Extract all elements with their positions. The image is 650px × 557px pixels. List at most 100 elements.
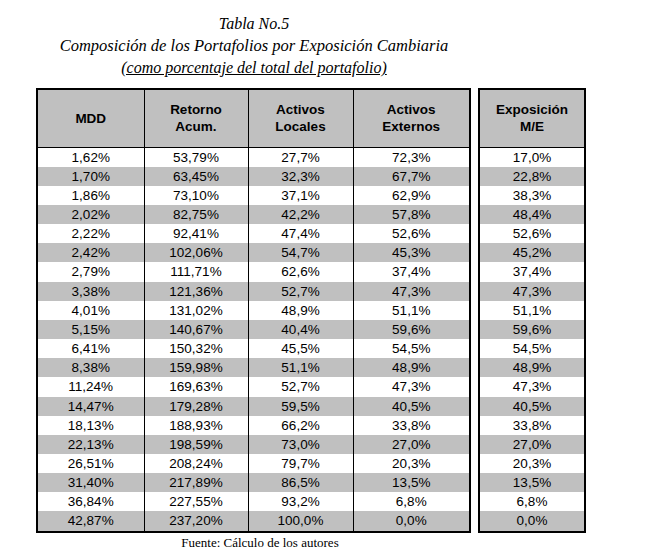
table-cell: 3,38% (37, 282, 144, 301)
table-cell: 111,71% (144, 262, 248, 281)
table-cell: 62,6% (248, 262, 353, 281)
table-cell: 53,79% (144, 147, 248, 167)
table-cell: 13,5% (353, 473, 470, 492)
column-header: Retorno Acum. (144, 89, 248, 147)
table-row: 37,4% (479, 262, 585, 281)
table-cell: 102,06% (144, 243, 248, 262)
table-cell: 6,8% (479, 492, 585, 511)
table-cell: 52,7% (248, 282, 353, 301)
table-cell: 92,41% (144, 224, 248, 243)
table-cell: 40,5% (353, 397, 470, 416)
table-row: 59,6% (479, 320, 585, 339)
table-cell: 45,2% (479, 243, 585, 262)
table-cell: 188,93% (144, 416, 248, 435)
table-cell: 11,24% (37, 377, 144, 396)
table-cell: 37,4% (353, 262, 470, 281)
table-cell: 82,75% (144, 205, 248, 224)
table-body: 1,62%53,79%27,7%72,3%1,70%63,45%32,3%67,… (37, 147, 470, 532)
table-cell: 79,7% (248, 454, 353, 473)
table-cell: 73,0% (248, 435, 353, 454)
table-cell: 48,9% (353, 358, 470, 377)
table-cell: 48,9% (248, 301, 353, 320)
table-row: 4,01%131,02%48,9%51,1% (37, 301, 470, 320)
table-cell: 2,02% (37, 205, 144, 224)
table-row: 1,62%53,79%27,7%72,3% (37, 147, 470, 167)
table-subtitle: (como porcentaje del total del portafoli… (0, 57, 508, 79)
table-cell: 100,0% (248, 511, 353, 531)
header-row: MDDRetorno Acum.Activos LocalesActivos E… (37, 89, 470, 147)
table-row: 2,22%92,41%47,4%52,6% (37, 224, 470, 243)
table-cell: 47,4% (248, 224, 353, 243)
table-cell: 59,6% (479, 320, 585, 339)
table-cell: 22,8% (479, 167, 585, 186)
table-row: 33,8% (479, 416, 585, 435)
table-cell: 59,6% (353, 320, 470, 339)
table-cell: 51,1% (353, 301, 470, 320)
table-cell: 17,0% (479, 147, 585, 167)
table-row: 38,3% (479, 186, 585, 205)
currency-exposure-table: Exposición M/E 17,0%22,8%38,3%48,4%52,6%… (478, 88, 586, 533)
table-cell: 208,24% (144, 454, 248, 473)
paper-page: Tabla No.5 Composición de los Portafolio… (0, 0, 650, 557)
table-cell: 52,6% (353, 224, 470, 243)
table-cell: 63,45% (144, 167, 248, 186)
table-cell: 33,8% (353, 416, 470, 435)
table-cell: 6,41% (37, 339, 144, 358)
table-cell: 36,84% (37, 492, 144, 511)
table-row: 26,51%208,24%79,7%20,3% (37, 454, 470, 473)
table-cell: 20,3% (479, 454, 585, 473)
table-cell: 6,8% (353, 492, 470, 511)
table-row: 22,8% (479, 167, 585, 186)
table-cell: 86,5% (248, 473, 353, 492)
table-row: 1,70%63,45%32,3%67,7% (37, 167, 470, 186)
portfolio-composition-table: MDDRetorno Acum.Activos LocalesActivos E… (36, 88, 471, 533)
table-cell: 2,79% (37, 262, 144, 281)
table-cell: 18,13% (37, 416, 144, 435)
table-cell: 59,5% (248, 397, 353, 416)
column-header-exposicion-me: Exposición M/E (479, 89, 585, 147)
table-row: 47,3% (479, 282, 585, 301)
source-note: Fuente: Cálculo de los autores (36, 535, 484, 551)
table-cell: 2,22% (37, 224, 144, 243)
table-cell: 27,0% (479, 435, 585, 454)
table-row: 11,24%169,63%52,7%47,3% (37, 377, 470, 396)
table-cell: 31,40% (37, 473, 144, 492)
table-cell: 0,0% (479, 511, 585, 531)
table-cell: 14,47% (37, 397, 144, 416)
table-row: 17,0% (479, 147, 585, 167)
table-cell: 48,4% (479, 205, 585, 224)
column-header: Activos Locales (248, 89, 353, 147)
table-cell: 0,0% (353, 511, 470, 531)
table-row: 6,41%150,32%45,5%54,5% (37, 339, 470, 358)
table-row: 36,84%227,55%93,2%6,8% (37, 492, 470, 511)
table-cell: 72,3% (353, 147, 470, 167)
table-row: 51,1% (479, 301, 585, 320)
table-row: 13,5% (479, 473, 585, 492)
table-row: 8,38%159,98%51,1%48,9% (37, 358, 470, 377)
table-cell: 8,38% (37, 358, 144, 377)
table-cell: 93,2% (248, 492, 353, 511)
table-cell: 40,4% (248, 320, 353, 339)
table-cell: 2,42% (37, 243, 144, 262)
table-cell: 47,3% (353, 282, 470, 301)
table-cell: 13,5% (479, 473, 585, 492)
table-cell: 27,0% (353, 435, 470, 454)
table-cell: 121,36% (144, 282, 248, 301)
table-row: 22,13%198,59%73,0%27,0% (37, 435, 470, 454)
table-cell: 1,86% (37, 186, 144, 205)
table-cell: 57,8% (353, 205, 470, 224)
table-cell: 22,13% (37, 435, 144, 454)
table-cell: 47,3% (353, 377, 470, 396)
table-header-row: MDDRetorno Acum.Activos LocalesActivos E… (37, 89, 470, 147)
table-row: 20,3% (479, 454, 585, 473)
table-cell: 179,28% (144, 397, 248, 416)
table-cell: 42,87% (37, 511, 144, 531)
table-row: 2,02%82,75%42,2%57,8% (37, 205, 470, 224)
table-cell: 1,62% (37, 147, 144, 167)
table-cell: 4,01% (37, 301, 144, 320)
table-cell: 48,9% (479, 358, 585, 377)
table-row: 18,13%188,93%66,2%33,8% (37, 416, 470, 435)
table-cell: 33,8% (479, 416, 585, 435)
table-cell: 40,5% (479, 397, 585, 416)
table-row: 47,3% (479, 377, 585, 396)
